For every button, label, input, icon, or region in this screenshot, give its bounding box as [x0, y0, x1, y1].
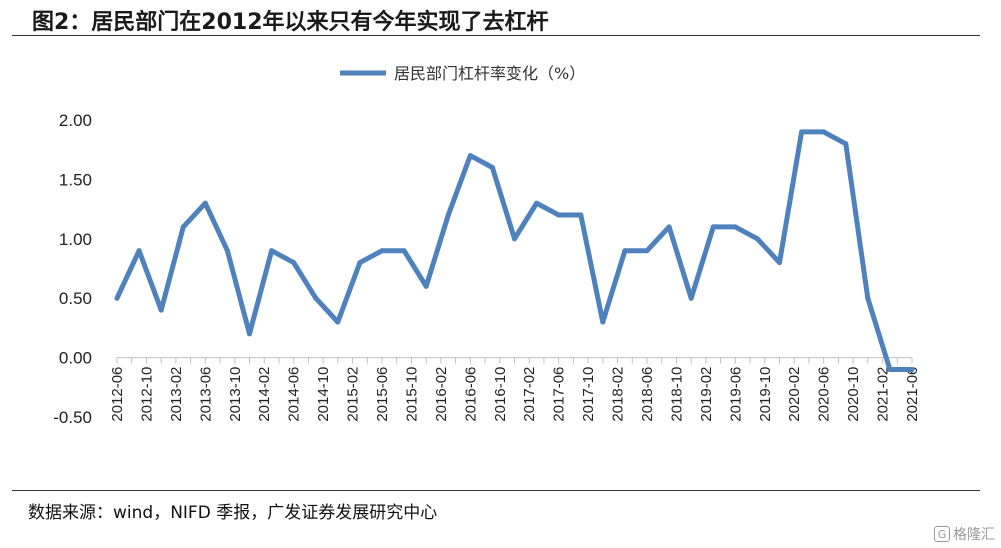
y-tick-label: 0.50: [59, 289, 92, 308]
legend: 居民部门杠杆率变化（%）: [340, 64, 585, 83]
data-point: [247, 331, 252, 337]
data-point: [666, 224, 672, 230]
x-axis: 2012-06 2012-10 2013-02 2013-06 2013-10 2014-…: [109, 357, 921, 422]
data-point: [467, 153, 473, 159]
x-tick-label: 2018-10: [668, 367, 685, 422]
data-point: [710, 224, 716, 230]
data-point: [202, 200, 208, 206]
watermark-logo-icon: G: [934, 526, 950, 542]
data-point: [799, 129, 805, 135]
x-tick-label: 2013-10: [227, 367, 244, 422]
x-tick-label: 2014-10: [315, 367, 332, 422]
top-divider: [12, 35, 980, 36]
data-point: [865, 295, 871, 301]
series-line: [114, 129, 915, 372]
x-tick-label: 2012-06: [109, 367, 126, 422]
data-point: [754, 236, 760, 242]
data-point: [578, 212, 584, 218]
line-chart: 居民部门杠杆率变化（%） 2.00 1.50 1.00 0.50 0.00 -0.50 2…: [53, 64, 921, 427]
x-tick-label: 2017-02: [521, 367, 538, 422]
legend-label: 居民部门杠杆率变化（%）: [394, 64, 585, 83]
data-point: [224, 248, 230, 254]
y-tick-label: -0.50: [53, 408, 92, 427]
data-point: [512, 236, 517, 242]
x-tick-label: 2019-10: [757, 367, 774, 422]
x-tick-label: 2020-02: [786, 367, 803, 422]
x-tick-label: 2021-06: [904, 367, 921, 422]
data-point: [887, 367, 893, 372]
y-tick-label: 1.00: [59, 230, 92, 249]
figure-title: 图2：居民部门在2012年以来只有今年实现了去杠杆: [32, 10, 549, 35]
data-point: [180, 224, 186, 230]
x-tick-label: 2014-06: [286, 367, 303, 422]
x-tick-label: 2015-06: [374, 367, 391, 422]
data-point: [445, 212, 451, 218]
data-point: [622, 248, 628, 254]
y-tick-label: 1.50: [59, 170, 92, 189]
watermark: G 格隆汇: [934, 524, 995, 544]
data-point: [534, 200, 540, 206]
x-tick-label: 2013-06: [197, 367, 214, 422]
y-tick-label: 2.00: [59, 111, 92, 130]
x-tick-label: 2016-10: [492, 367, 509, 422]
data-point: [777, 260, 782, 266]
data-point: [423, 283, 429, 289]
y-axis: 2.00 1.50 1.00 0.50 0.00 -0.50: [53, 111, 92, 427]
data-point: [489, 165, 495, 170]
x-tick-label: 2018-06: [639, 367, 656, 422]
plot-area: [114, 129, 915, 372]
bottom-divider: [12, 490, 980, 491]
data-point: [401, 248, 407, 254]
x-tick-label: 2015-10: [403, 367, 420, 422]
x-tick-label: 2012-10: [138, 367, 155, 422]
x-tick-label: 2020-06: [816, 367, 833, 422]
x-tick-label: 2017-06: [551, 367, 568, 422]
data-point: [843, 141, 849, 147]
y-tick-label: 0.00: [59, 349, 92, 368]
data-point: [114, 295, 120, 301]
data-point: [269, 248, 275, 254]
data-point: [379, 248, 385, 254]
x-tick-label: 2017-10: [580, 367, 597, 422]
data-point: [600, 319, 606, 325]
data-point: [357, 260, 363, 266]
x-tick-label: 2015-02: [345, 367, 362, 422]
data-point: [556, 212, 562, 218]
x-tick-label: 2013-02: [168, 367, 185, 422]
x-tick-label: 2014-02: [256, 367, 273, 422]
data-point: [313, 295, 319, 301]
x-tick-label: 2019-02: [698, 367, 715, 422]
x-tick-label: 2016-06: [462, 367, 479, 422]
x-tick-label: 2020-10: [845, 367, 862, 422]
data-point: [688, 295, 694, 301]
x-tick-label: 2021-02: [875, 367, 892, 422]
data-point: [335, 319, 341, 325]
data-point: [158, 307, 164, 313]
data-point: [732, 224, 738, 230]
source-note: 数据来源：wind，NIFD 季报，广发证券发展研究中心: [28, 503, 438, 523]
x-tick-label: 2019-06: [727, 367, 744, 422]
x-tick-label: 2016-02: [433, 367, 450, 422]
watermark-text: 格隆汇: [953, 527, 995, 543]
data-point: [909, 367, 915, 372]
data-point: [644, 248, 650, 254]
x-tick-label: 2018-02: [610, 367, 627, 422]
data-point: [136, 248, 142, 254]
data-point: [821, 129, 827, 135]
data-point: [291, 260, 297, 266]
